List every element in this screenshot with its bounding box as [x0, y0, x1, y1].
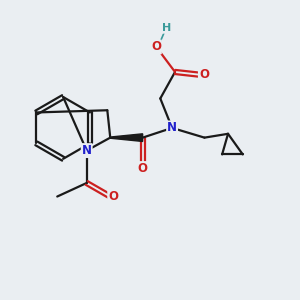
- Polygon shape: [110, 134, 142, 142]
- Text: N: N: [82, 144, 92, 157]
- Text: O: O: [138, 162, 148, 175]
- Text: O: O: [108, 190, 118, 203]
- Text: H: H: [162, 23, 171, 33]
- Text: O: O: [199, 68, 209, 81]
- Text: O: O: [151, 40, 161, 53]
- Text: N: N: [167, 122, 177, 134]
